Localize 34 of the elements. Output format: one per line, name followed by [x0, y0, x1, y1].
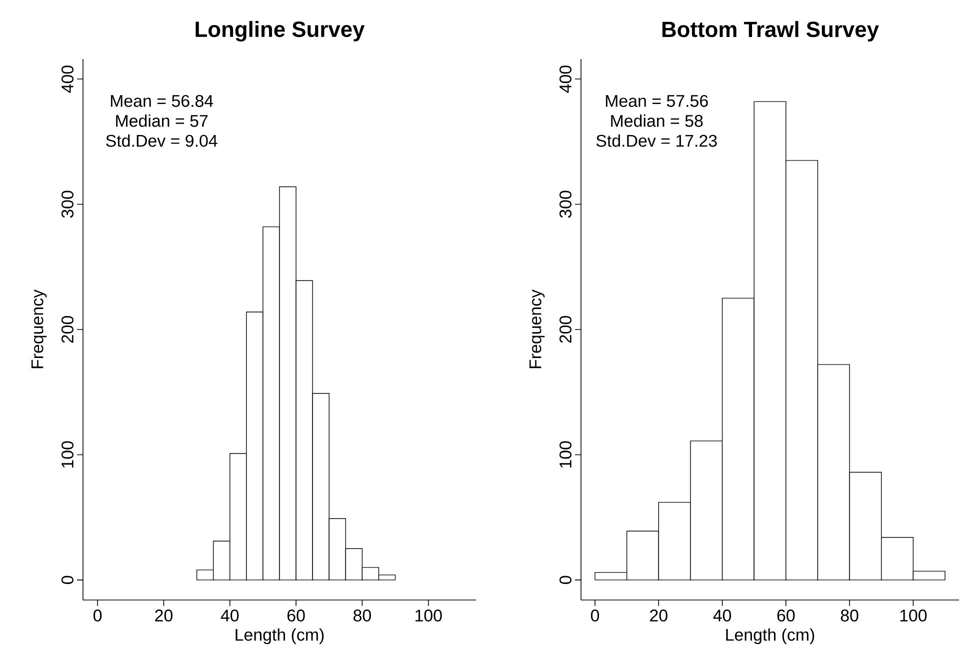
annotation: Mean = 56.84 — [110, 94, 214, 107]
y-axis-title: Frequency — [529, 290, 545, 368]
annotation: Median = 58 — [611, 114, 703, 127]
annotation: Median = 57 — [116, 114, 208, 127]
y-tick-label: 200 — [61, 316, 74, 343]
y-tick-label: 100 — [61, 441, 74, 468]
y-tick-label: 400 — [61, 66, 74, 93]
x-tick-label: 60 — [287, 610, 305, 622]
chart-title: Longline Survey — [196, 20, 365, 42]
x-tick-label: 0 — [94, 610, 102, 622]
x-tick-label: 40 — [220, 610, 239, 622]
x-tick-label: 100 — [416, 610, 442, 622]
x-tick-label: 20 — [650, 610, 668, 622]
x-tick-label: 60 — [777, 610, 795, 622]
x-tick-label: 80 — [840, 610, 858, 622]
y-tick-label: 400 — [559, 66, 572, 93]
annotation: Std.Dev = 9.04 — [106, 134, 218, 147]
x-tick-label: 0 — [590, 610, 600, 622]
x-axis-title: Length (cm) — [236, 628, 324, 644]
x-tick-label: 40 — [713, 610, 732, 622]
annotation: Mean = 57.56 — [606, 94, 708, 107]
y-tick-label: 0 — [61, 576, 74, 584]
y-tick-label: 300 — [61, 190, 74, 218]
y-tick-label: 0 — [559, 576, 572, 584]
y-tick-label: 100 — [559, 441, 572, 468]
chart-title: Bottom Trawl Survey — [662, 21, 879, 42]
annotation: Std.Dev = 17.23 — [596, 134, 717, 147]
x-tick-label: 20 — [155, 610, 172, 622]
x-tick-label: 100 — [900, 610, 927, 622]
x-tick-label: 80 — [354, 610, 371, 622]
y-tick-label: 200 — [559, 316, 572, 343]
x-axis-title: Length (cm) — [726, 628, 814, 644]
y-tick-label: 300 — [559, 190, 572, 218]
y-axis-title: Frequency — [31, 290, 47, 368]
